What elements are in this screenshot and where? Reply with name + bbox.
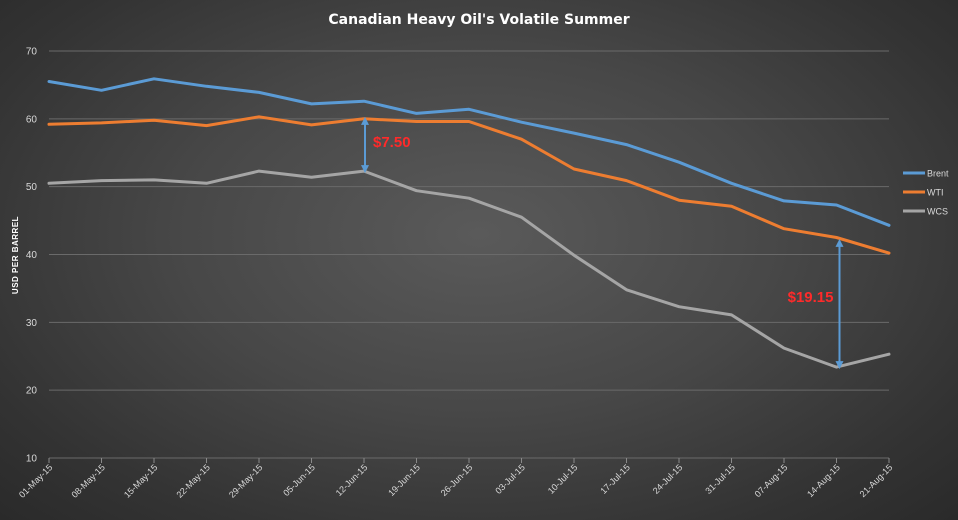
- y-tick-label: 50: [26, 182, 38, 193]
- y-tick-label: 20: [26, 386, 38, 397]
- x-axis-ticks: 01-May-15 08-May-15 15-May-15 22-May-15 29-M…: [17, 458, 894, 500]
- legend-label-wti: WTI: [927, 188, 944, 198]
- y-tick-label: 60: [26, 114, 38, 125]
- x-tick-label: 14-Aug-15: [805, 462, 842, 499]
- x-tick-label: 15-May-15: [122, 462, 159, 499]
- legend[interactable]: Brent WTI WCS: [903, 169, 949, 217]
- x-tick-label: 01-May-15: [17, 462, 54, 499]
- difference-label: $19.15: [788, 289, 834, 306]
- x-tick-label: 19-Jun-15: [386, 462, 422, 498]
- y-axis-label: USD PER BARREL: [11, 216, 20, 294]
- difference-label: $7.50: [373, 134, 411, 151]
- series-line-wti: [47, 115, 891, 255]
- y-axis-ticks: 10 20 30 40 50 60 70: [26, 47, 38, 465]
- annotations: $7.50 $19.15: [361, 116, 844, 370]
- legend-label-wcs: WCS: [927, 207, 948, 217]
- x-tick-label: 07-Aug-15: [753, 462, 790, 499]
- x-tick-label: 08-May-15: [69, 462, 106, 499]
- x-tick-label: 31-Jul-15: [703, 462, 737, 496]
- y-tick-label: 30: [26, 318, 38, 329]
- x-tick-label: 29-May-15: [227, 462, 264, 499]
- x-tick-label: 03-Jul-15: [493, 462, 527, 496]
- gridlines: [49, 50, 889, 459]
- y-tick-label: 40: [26, 250, 38, 261]
- x-tick-label: 17-Jul-15: [598, 462, 632, 496]
- x-tick-label: 10-Jul-15: [546, 462, 580, 496]
- series-lines: [47, 77, 891, 369]
- x-tick-label: 22-May-15: [174, 462, 211, 499]
- series-line-wcs: [47, 169, 891, 369]
- x-tick-label: 05-Jun-15: [281, 462, 317, 498]
- y-tick-label: 10: [26, 454, 38, 465]
- x-tick-label: 12-Jun-15: [334, 462, 370, 498]
- legend-label-brent: Brent: [927, 169, 949, 179]
- series-line-brent: [47, 77, 891, 227]
- chart-title: Canadian Heavy Oil's Volatile Summer: [328, 12, 629, 28]
- x-tick-label: 24-Jul-15: [651, 462, 685, 496]
- x-tick-label: 26-Jun-15: [439, 462, 475, 498]
- x-tick-label: 21-Aug-15: [858, 462, 895, 499]
- y-tick-label: 70: [26, 47, 38, 58]
